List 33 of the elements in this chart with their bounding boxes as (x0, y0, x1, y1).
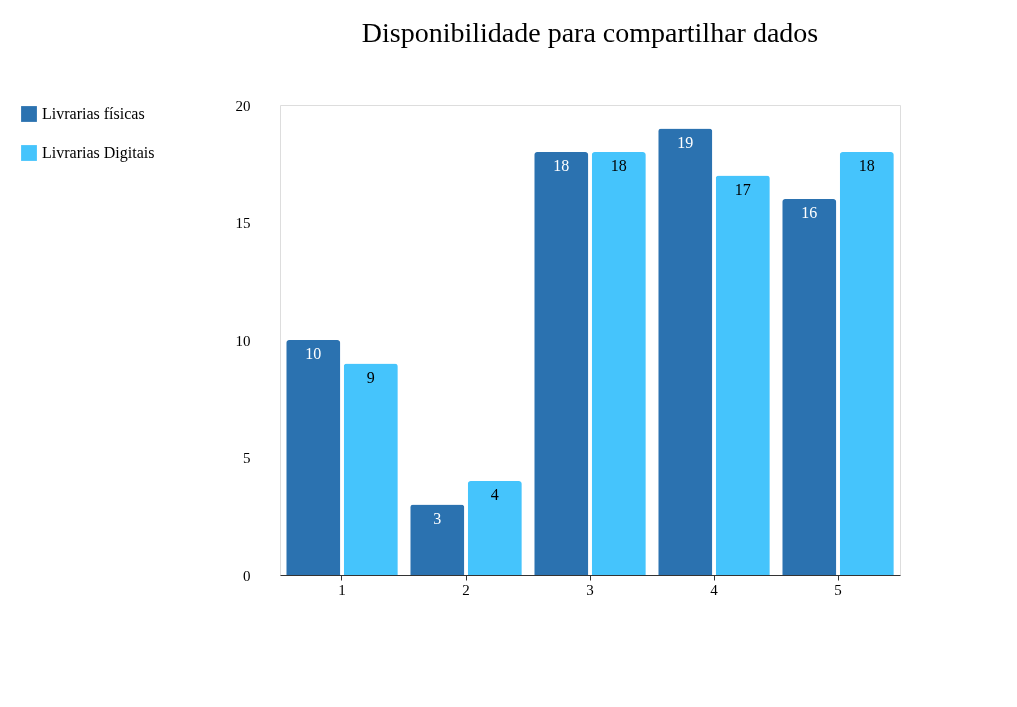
data-label: 18 (610, 157, 627, 174)
x-tick-label: 4 (710, 581, 719, 598)
bar (410, 504, 465, 575)
data-label: 19 (677, 133, 694, 151)
data-label: 18 (858, 157, 875, 174)
x-tick-label: 2 (462, 581, 470, 598)
bar (534, 152, 589, 575)
bar (715, 175, 770, 575)
x-tick-label: 5 (834, 581, 842, 598)
bar (286, 340, 341, 575)
legend-label: Livrarias físicas (42, 105, 145, 122)
data-label: 16 (801, 204, 818, 221)
data-label: 4 (490, 486, 499, 503)
legend-label: Livrarias Digitais (42, 144, 155, 162)
y-tick-label: 10 (235, 332, 251, 349)
bar (658, 128, 713, 575)
y-tick-label: 0 (243, 567, 251, 584)
data-label: 17 (734, 180, 751, 198)
data-label: 18 (553, 157, 570, 174)
bar (782, 199, 837, 575)
y-tick-label: 15 (235, 215, 251, 231)
x-tick-label: 3 (586, 581, 594, 598)
bar (839, 152, 894, 575)
data-label: 9 (366, 368, 375, 386)
y-tick-label: 5 (243, 450, 251, 466)
bar (591, 152, 646, 575)
data-label: 10 (305, 345, 322, 362)
data-label: 3 (433, 509, 442, 527)
bar (467, 481, 522, 575)
bar (343, 363, 398, 575)
y-tick-label: 20 (235, 97, 251, 114)
x-tick-label: 1 (338, 581, 346, 598)
chart-title: Disponibilidade para compartilhar dados (361, 17, 819, 48)
